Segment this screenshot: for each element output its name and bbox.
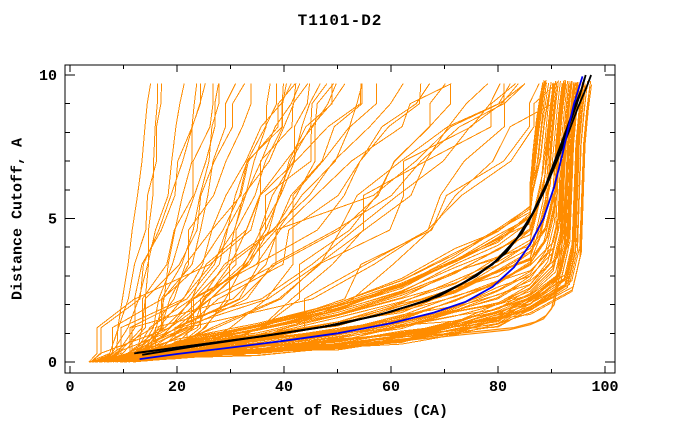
prediction-curve [99,83,185,363]
x-tick-label: 100 [591,379,618,396]
prediction-curve [120,83,220,363]
prediction-curve [125,83,271,363]
prediction-curve [98,83,431,363]
y-tick-label: 10 [39,68,57,85]
prediction-curve [99,83,540,363]
prediction-curve [103,83,579,362]
prediction-curve [95,83,452,363]
highlight-curves [134,74,592,360]
prediction-curve [99,83,362,363]
prediction-curve [109,84,554,362]
prediction-curve [100,83,545,362]
prediction-curve [104,83,287,363]
prediction-curve [89,83,452,363]
prediction-curve [125,83,321,363]
prediction-curve [100,83,252,363]
y-tick-label: 0 [48,355,57,372]
prediction-curve [95,83,296,363]
prediction-curve [119,83,511,363]
prediction-curve [88,83,162,363]
x-tick-label: 40 [275,379,293,396]
prediction-curve [132,83,158,363]
prediction-curve [99,83,363,363]
prediction-curve [122,83,198,363]
prediction-curve [120,83,556,362]
prediction-curve [114,83,404,363]
x-tick-label: 20 [168,379,186,396]
prediction-curve [116,83,333,363]
y-tick-label: 5 [48,212,57,229]
x-tick-label: 80 [489,379,507,396]
prediction-curve [107,83,557,363]
prediction-curve [120,80,566,362]
prediction-curve [128,83,363,363]
blue-reference-model-curve [139,76,584,360]
prediction-curve [110,84,592,362]
prediction-curve [94,83,377,363]
prediction-curve [88,83,201,363]
tick-labels: 0 20 40 60 80 100 0 5 10 [39,68,619,396]
prediction-curve [140,81,584,362]
prediction-curve [95,81,578,362]
prediction-curve [99,83,446,363]
y-axis-label: Distance Cutoff, A [9,137,27,301]
prediction-curve [94,83,516,363]
prediction-curve [93,83,214,363]
prediction-curve [96,83,505,363]
prediction-curve [140,84,546,362]
chart-title: T1101-D2 [297,12,383,30]
prediction-curve [125,83,311,363]
x-tick-label: 0 [65,379,74,396]
axis-ticks [65,65,615,373]
prediction-curve [103,83,564,362]
ensemble-curves [88,80,592,363]
prediction-curve [124,83,334,363]
prediction-curve [101,83,422,363]
prediction-curve [113,83,152,363]
prediction-curve [132,83,328,363]
prediction-curve [111,83,246,363]
prediction-curve [100,83,301,363]
x-axis-label: Percent of Residues (CA) [231,403,449,420]
prediction-curve [96,83,570,362]
x-tick-label: 60 [382,379,400,396]
